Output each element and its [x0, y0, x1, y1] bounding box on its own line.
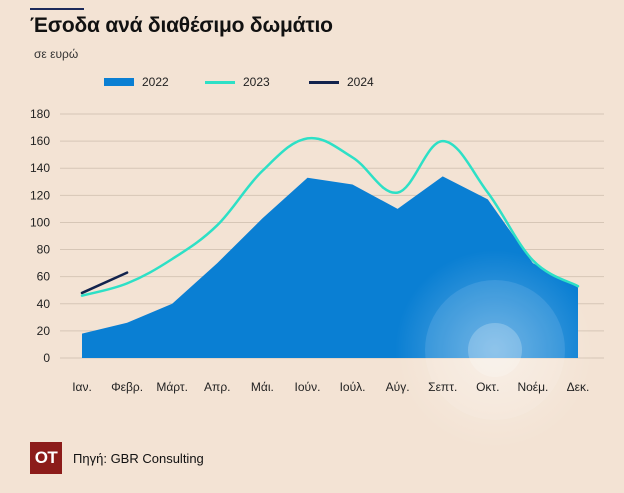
legend-label-2023: 2023	[243, 75, 270, 89]
series-line-2023	[80, 136, 580, 297]
series-line-2024	[80, 271, 129, 295]
decor-circle-mid	[425, 280, 565, 420]
source-note: Πηγή: GBR Consulting	[73, 451, 204, 466]
legend-label-2024: 2024	[347, 75, 374, 89]
legend: 2022 2023 2024	[0, 75, 624, 93]
x-tick-label: Αύγ.	[386, 380, 410, 394]
legend-item-2024: 2024	[309, 75, 374, 89]
y-tick-label: 80	[37, 243, 51, 257]
y-tick-label: 60	[37, 270, 51, 284]
legend-item-2022: 2022	[104, 75, 169, 89]
x-tick-label: Σεπτ.	[428, 380, 457, 394]
y-tick-label: 140	[30, 161, 50, 175]
x-tick-label: Μάρτ.	[156, 380, 188, 394]
x-tick-label: Ιαν.	[72, 380, 92, 394]
chart-title: Έσοδα ανά διαθέσιμο δωμάτιο	[30, 14, 333, 37]
x-tick-label: Ιούν.	[295, 380, 321, 394]
x-tick-label: Οκτ.	[476, 380, 499, 394]
x-tick-label: Νοέμ.	[517, 380, 548, 394]
legend-item-2023: 2023	[205, 75, 270, 89]
decorative-circles	[395, 250, 595, 450]
x-axis-ticks: Ιαν. Φεβρ. Μάρτ. Απρ. Μάι. Ιούν. Ιούλ. Αύγ. Σεπτ…	[72, 380, 589, 394]
line-layer	[80, 136, 580, 297]
y-tick-label: 40	[37, 297, 51, 311]
legend-swatch-2022	[104, 78, 134, 86]
y-tick-label: 0	[43, 351, 50, 365]
decor-circle-outer	[395, 250, 595, 450]
x-tick-label: Απρ.	[204, 380, 230, 394]
y-tick-label: 180	[30, 107, 50, 121]
chart-subtitle: σε ευρώ	[34, 47, 79, 61]
x-tick-label: Μάι.	[251, 380, 274, 394]
x-tick-label: Δεκ.	[567, 380, 590, 394]
y-tick-label: 20	[37, 324, 51, 338]
y-tick-label: 100	[30, 215, 50, 229]
legend-swatch-2024	[309, 80, 339, 84]
legend-swatch-2023	[205, 80, 235, 84]
legend-label-2022: 2022	[142, 75, 169, 89]
y-tick-label: 160	[30, 134, 50, 148]
y-axis-ticks: 0 20 40 60 80 100 120 140 160 180	[30, 107, 50, 365]
decor-circle-inner	[468, 323, 522, 377]
x-tick-label: Φεβρ.	[111, 380, 143, 394]
publisher-logo: OT	[30, 442, 62, 474]
top-accent-rule	[30, 8, 84, 10]
y-tick-label: 120	[30, 188, 50, 202]
x-tick-label: Ιούλ.	[340, 380, 366, 394]
